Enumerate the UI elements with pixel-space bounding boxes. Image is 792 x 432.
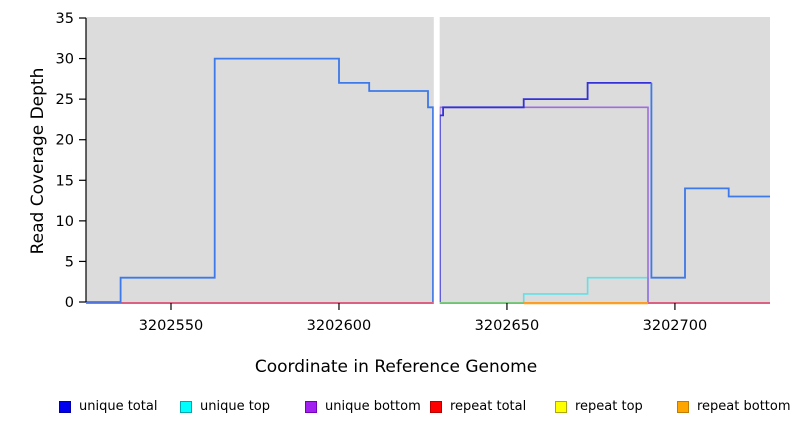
legend-label: repeat total: [450, 399, 527, 414]
legend: unique total unique top unique bottom re…: [0, 399, 792, 421]
legend-item-repeat-total: repeat total: [430, 399, 526, 415]
legend-label: unique total: [79, 399, 158, 414]
legend-label: unique top: [200, 399, 271, 414]
y-tick-label: 0: [65, 295, 74, 311]
legend-label: repeat bottom: [697, 399, 791, 414]
legend-item-unique-total: unique total: [59, 399, 157, 415]
legend-swatch: [555, 401, 567, 413]
x-tick-label: 3202600: [307, 318, 372, 334]
legend-swatch: [677, 401, 689, 413]
legend-swatch: [59, 401, 71, 413]
series-unique-total-end: [650, 82, 770, 279]
legend-label: unique bottom: [325, 399, 421, 414]
y-tick-label: 30: [56, 52, 74, 68]
legend-item-unique-top: unique top: [180, 399, 270, 415]
legend-swatch: [305, 401, 317, 413]
series-unique-total-mid: [438, 82, 652, 302]
x-tick-label: 3202650: [475, 318, 540, 334]
legend-item-repeat-bottom: repeat bottom: [677, 399, 791, 415]
y-axis-title: Read Coverage Depth: [28, 67, 48, 255]
y-tick-label: 5: [65, 254, 74, 270]
legend-item-repeat-top: repeat top: [555, 399, 643, 415]
y-tick-label: 10: [56, 214, 74, 230]
x-axis-title: Coordinate in Reference Genome: [254, 357, 538, 377]
legend-swatch: [430, 401, 442, 413]
legend-swatch: [180, 401, 192, 413]
legend-label: repeat top: [575, 399, 643, 414]
legend-item-unique-bottom: unique bottom: [305, 399, 421, 415]
y-tick-label: 15: [56, 173, 74, 189]
y-tick-label: 20: [56, 133, 74, 149]
x-tick-label: 3202700: [643, 318, 708, 334]
no-data-gap-band: [433, 17, 440, 306]
series-unique-total-pre: [86, 57, 434, 303]
x-tick-label: 3202550: [139, 318, 204, 334]
y-tick-label: 35: [56, 11, 74, 27]
plot-panel: [86, 17, 770, 304]
y-tick-label: 25: [56, 92, 74, 108]
